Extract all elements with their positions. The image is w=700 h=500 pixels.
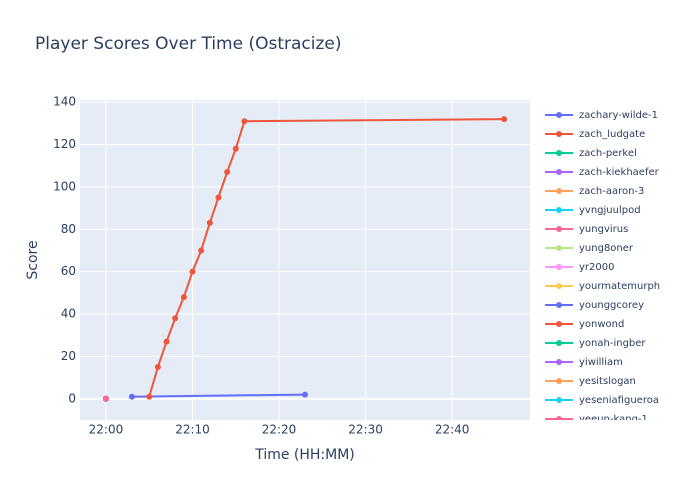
data-point	[172, 315, 179, 322]
legend-marker	[556, 112, 562, 118]
data-point	[146, 393, 153, 400]
y-tick-label: 100	[53, 179, 76, 193]
legend-label: zach-perkel	[579, 148, 637, 159]
data-point	[206, 219, 213, 226]
legend-label: younggcorey	[579, 300, 644, 311]
legend-label: zach_ludgate	[579, 129, 645, 140]
legend-label: zach-kiekhaefer	[579, 167, 660, 178]
data-point	[128, 393, 135, 400]
legend-marker	[556, 340, 562, 346]
legend-marker	[556, 188, 562, 194]
y-tick-label: 80	[61, 222, 76, 236]
legend-label: yr2000	[579, 262, 614, 273]
legend-label: yeeun-kang-1	[579, 414, 648, 425]
y-axis-title: Score	[25, 240, 41, 279]
legend-marker	[556, 302, 562, 308]
y-tick-label: 120	[53, 137, 76, 151]
chart-title: Player Scores Over Time (Ostracize)	[35, 34, 342, 54]
data-point	[189, 268, 196, 275]
plot	[102, 116, 508, 402]
x-axis-title: Time (HH:MM)	[254, 447, 355, 463]
legend-label: yung8oner	[579, 243, 634, 254]
legend-marker	[556, 321, 562, 327]
legend-marker	[556, 397, 562, 403]
y-tick-label: 140	[53, 95, 76, 109]
series-line	[131, 393, 306, 398]
legend-label: zachary-wilde-1	[579, 110, 658, 121]
legend-label: yonah-ingber	[579, 338, 646, 349]
x-tick-label: 22:00	[89, 423, 124, 437]
y-tick-label: 60	[61, 264, 76, 278]
legend-label: yiwilliam	[579, 357, 623, 368]
legend-marker	[556, 283, 562, 289]
legend-marker	[556, 169, 562, 175]
data-point	[224, 169, 231, 176]
legend-marker	[556, 378, 562, 384]
legend-label: yungvirus	[579, 224, 628, 235]
legend-marker	[556, 226, 562, 232]
y-tick-label: 0	[68, 391, 76, 405]
legend-marker	[556, 359, 562, 365]
x-tick-label: 22:30	[348, 423, 383, 437]
legend-marker	[556, 264, 562, 270]
legend: zachary-wilde-1 zach_ludgate zach-perkel za…	[545, 110, 660, 425]
plot-area	[80, 100, 530, 420]
legend-label: yesitslogan	[579, 376, 636, 387]
legend-label: yourmatemurph	[579, 281, 660, 292]
legend-marker	[556, 245, 562, 251]
data-point	[163, 338, 170, 345]
data-point	[215, 194, 222, 201]
x-tick-label: 22:40	[435, 423, 470, 437]
legend-marker	[556, 131, 562, 137]
legend-marker	[556, 416, 562, 420]
data-point	[501, 116, 508, 123]
legend-label: yonwond	[579, 319, 624, 330]
data-point	[241, 118, 248, 125]
legend-label: yeseniafigueroa	[579, 395, 659, 406]
data-point	[102, 395, 109, 402]
x-tick-label: 22:10	[175, 423, 210, 437]
data-point	[198, 247, 205, 254]
legend-marker	[556, 207, 562, 213]
y-tick-label: 20	[61, 349, 76, 363]
data-point	[302, 391, 308, 398]
legend-label: zach-aaron-3	[579, 186, 644, 197]
x-tick-label: 22:20	[262, 423, 297, 437]
y-tick-label: 40	[61, 307, 76, 321]
data-point	[180, 294, 187, 301]
data-point	[232, 145, 239, 152]
grid	[80, 100, 530, 420]
legend-label: yvngjuulpod	[579, 205, 641, 216]
legend-marker	[556, 150, 562, 156]
data-point	[154, 364, 161, 371]
